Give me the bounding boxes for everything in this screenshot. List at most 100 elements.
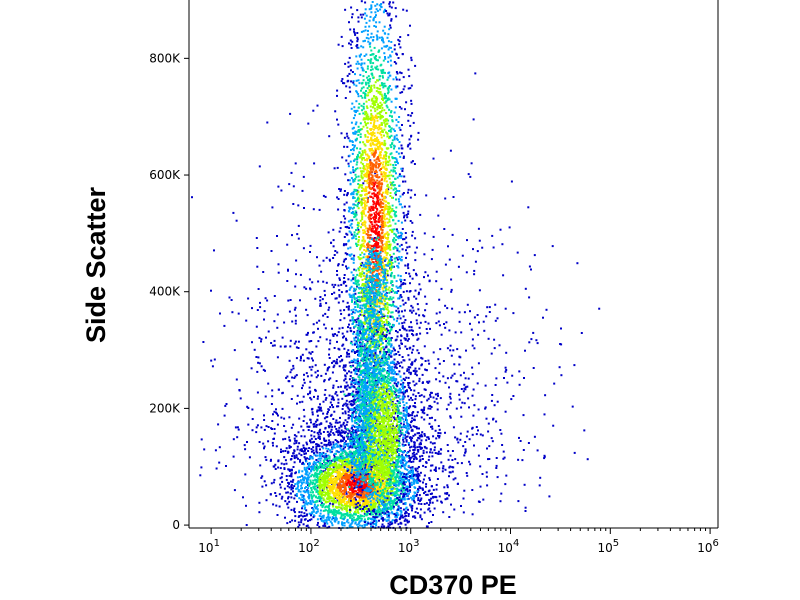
event-dot [359,517,362,520]
event-dot [427,274,429,277]
event-dot [382,498,385,501]
event-dot [344,480,347,483]
event-dot [298,417,301,420]
event-dot [420,401,423,404]
event-dot [286,485,289,488]
event-dot [419,288,422,291]
event-dot [321,477,324,480]
event-dot [388,332,391,335]
event-dot [379,504,382,507]
event-dot [412,334,415,337]
event-dot [385,508,388,511]
event-dot [308,425,311,428]
event-dot [320,476,322,479]
event-dot [434,367,437,370]
event-dot [364,477,367,480]
event-dot [247,423,250,426]
event-dot [294,375,297,378]
event-dot [259,464,262,467]
event-dot [309,251,311,253]
event-dot [348,470,351,473]
event-dot [298,481,301,483]
event-dot [319,512,322,515]
event-dot [333,433,336,436]
event-dot [316,475,319,478]
event-dot [279,345,282,348]
event-dot [395,467,398,470]
event-dot [469,310,471,313]
event-dot [474,72,477,75]
event-dot [337,301,340,304]
event-dot [448,386,450,389]
event-dot [378,311,381,313]
event-dot [273,478,276,481]
event-dot [411,504,414,507]
event-dot [316,464,318,467]
event-dot [245,319,248,322]
event-dot [351,451,354,454]
event-dot [290,480,292,483]
event-dot [409,373,412,376]
event-dot [420,394,423,397]
event-dot [295,374,298,377]
event-dot [452,349,455,352]
event-dot [449,454,452,457]
event-dot [338,492,341,494]
event-dot [331,464,334,467]
event-dot [307,502,310,504]
event-dot [233,489,236,492]
event-dot [398,235,401,238]
event-dot [326,430,329,433]
event-dot [341,475,344,478]
event-dot [334,480,337,483]
event-dot [264,395,267,398]
event-dot [306,457,309,460]
event-dot [316,497,319,500]
event-dot [330,511,333,514]
event-dot [395,448,398,451]
event-dot [402,381,405,384]
event-dot [364,372,367,375]
event-dot [435,483,438,486]
event-dot [328,495,331,498]
event-dot [344,469,347,472]
event-dot [393,467,396,470]
event-dot [354,415,357,418]
event-dot [311,473,314,476]
event-dot [358,497,361,500]
event-dot [296,445,299,448]
event-dot [291,385,294,388]
event-dot [475,433,478,436]
event-dot [399,509,402,512]
event-dot [560,374,563,377]
event-dot [303,453,306,455]
event-dot [432,488,435,491]
event-dot [390,469,393,472]
event-dot [472,414,475,417]
event-dot [427,397,430,400]
event-dot [331,516,334,519]
event-dot [379,509,382,512]
event-dot [320,422,323,425]
event-dot [448,329,451,332]
event-dot [298,452,301,455]
event-dot [337,473,340,476]
event-dot [416,490,419,492]
event-dot [332,446,335,449]
event-dot [428,380,431,383]
event-dot [328,135,331,138]
event-dot [356,510,359,513]
event-dot [326,369,329,372]
event-dot [359,498,362,500]
event-dot [425,194,428,197]
event-dot [323,467,326,470]
event-dot [416,476,419,479]
event-dot [369,281,372,283]
event-dot [377,515,380,518]
event-dot [312,331,315,334]
event-dot [425,451,428,454]
event-dot [417,138,420,141]
event-dot [309,396,312,399]
event-dot [334,494,337,497]
event-dot [351,514,354,517]
